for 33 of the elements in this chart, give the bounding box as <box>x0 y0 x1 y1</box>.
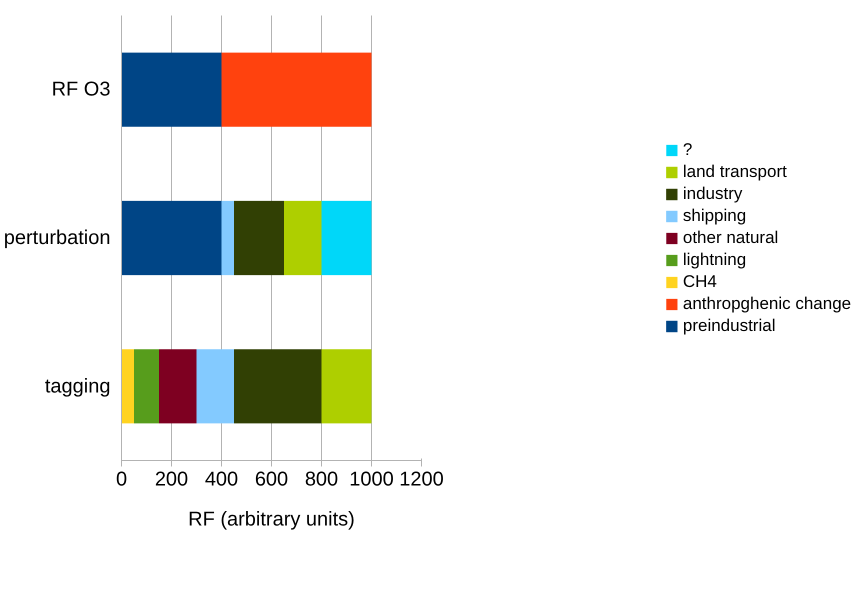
bar <box>322 349 372 424</box>
bar <box>322 200 372 276</box>
legend-label: ? <box>682 140 694 160</box>
y-tick-label: perturbation <box>4 227 111 249</box>
x-axis-title: RF (arbitrary units) <box>188 508 355 530</box>
legend-label: other natural <box>682 228 778 248</box>
bar <box>234 200 284 276</box>
bar <box>196 349 234 424</box>
x-tick-label: 1000 <box>349 468 394 490</box>
bar <box>122 52 222 127</box>
legend-label: shipping <box>682 206 746 226</box>
y-tick-label: tagging <box>44 375 111 398</box>
bar <box>234 349 322 424</box>
x-tick-label: 200 <box>154 468 188 490</box>
bar <box>222 200 234 276</box>
bar <box>122 200 222 276</box>
legend-label: lightning <box>682 250 746 270</box>
bar <box>134 349 159 424</box>
legend-label: preindustrial <box>682 316 776 336</box>
bar <box>222 52 372 127</box>
x-tick-label: 400 <box>204 468 238 490</box>
y-tick-label: RF O3 <box>52 78 111 101</box>
x-tick-label: 800 <box>304 468 338 490</box>
x-tick-label: 1200 <box>399 468 444 490</box>
bar <box>122 349 134 424</box>
legend-label: industry <box>682 184 742 204</box>
x-tick-label: 600 <box>254 468 288 490</box>
legend-label: CH4 <box>682 272 717 292</box>
x-tick-label: 0 <box>116 468 128 490</box>
bar <box>284 200 322 276</box>
legend-label: land transport <box>682 162 787 182</box>
legend-label: anthropghenic change <box>682 294 852 314</box>
bar <box>159 349 196 424</box>
